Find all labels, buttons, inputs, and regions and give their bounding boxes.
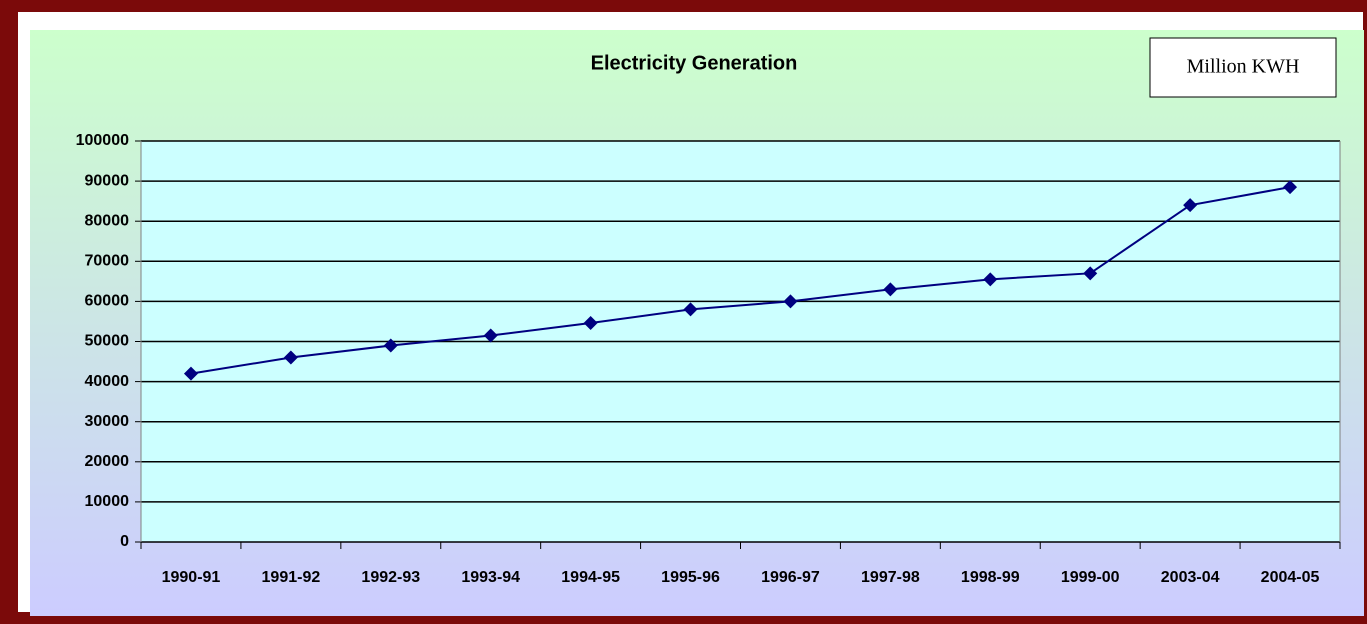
data-point: [1083, 266, 1098, 281]
data-point: [583, 316, 598, 331]
y-tick-label: 20000: [85, 453, 130, 470]
data-point: [283, 350, 298, 365]
data-point: [783, 294, 798, 309]
x-tick-label: 1995-96: [661, 569, 720, 586]
y-tick-label: 0: [120, 533, 129, 550]
unit-label: Million KWH: [1187, 56, 1300, 78]
chart-title: Electricity Generation: [591, 52, 798, 74]
x-tick-label: 1996-97: [761, 569, 820, 586]
y-tick-label: 50000: [85, 333, 130, 350]
data-point: [383, 338, 398, 353]
data-point: [683, 302, 698, 317]
x-tick-label: 1997-98: [861, 569, 920, 586]
x-tick-label: 1992-93: [361, 569, 420, 586]
y-tick-label: 70000: [85, 253, 130, 270]
data-point: [983, 272, 998, 287]
unit-box: [1149, 37, 1337, 98]
x-tick-label: 1999-00: [1061, 569, 1120, 586]
series-line: [190, 186, 1291, 375]
x-tick-label: 2003-04: [1161, 569, 1220, 586]
y-tick-label: 60000: [85, 293, 130, 310]
y-tick-label: 30000: [85, 413, 130, 430]
x-tick-label: 1991-92: [262, 569, 321, 586]
data-point: [1183, 198, 1198, 213]
y-tick-label: 40000: [85, 373, 130, 390]
data-point: [1283, 180, 1298, 195]
x-tick-label: 1990-91: [162, 569, 221, 586]
y-tick-label: 10000: [85, 493, 130, 510]
x-tick-label: 1998-99: [961, 569, 1020, 586]
y-tick-label: 90000: [85, 172, 130, 189]
x-tick-label: 1994-95: [561, 569, 620, 586]
data-point: [883, 282, 898, 297]
y-tick-label: 80000: [85, 212, 130, 229]
x-tick-label: 2004-05: [1261, 569, 1320, 586]
x-tick-label: 1993-94: [461, 569, 520, 586]
y-tick-label: 100000: [76, 132, 129, 149]
data-point: [183, 366, 198, 381]
data-point: [483, 328, 498, 343]
